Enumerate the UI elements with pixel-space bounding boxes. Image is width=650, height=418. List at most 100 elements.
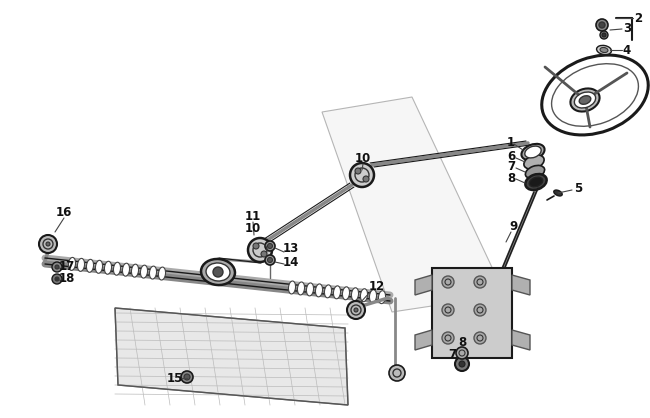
Text: 6: 6 <box>507 150 515 163</box>
Circle shape <box>354 308 358 312</box>
Text: 8: 8 <box>507 171 515 184</box>
Ellipse shape <box>324 285 332 298</box>
Ellipse shape <box>298 282 305 295</box>
Text: 4: 4 <box>623 43 631 56</box>
Ellipse shape <box>96 260 103 273</box>
Circle shape <box>268 244 272 248</box>
Circle shape <box>474 332 486 344</box>
Circle shape <box>55 277 59 281</box>
Text: 17: 17 <box>59 260 75 273</box>
Circle shape <box>389 365 405 381</box>
Ellipse shape <box>369 290 376 303</box>
Ellipse shape <box>77 258 84 271</box>
Circle shape <box>455 357 469 371</box>
Ellipse shape <box>201 259 235 285</box>
Ellipse shape <box>378 291 385 303</box>
Circle shape <box>184 374 190 380</box>
Ellipse shape <box>541 55 648 135</box>
Ellipse shape <box>352 288 359 301</box>
FancyBboxPatch shape <box>432 268 512 358</box>
Circle shape <box>442 304 454 316</box>
Text: 11: 11 <box>245 211 261 224</box>
Ellipse shape <box>343 287 350 300</box>
Text: 10: 10 <box>245 222 261 234</box>
Text: 1: 1 <box>507 137 515 150</box>
Ellipse shape <box>554 190 562 196</box>
Circle shape <box>596 19 608 31</box>
Circle shape <box>261 251 267 257</box>
Text: 15: 15 <box>167 372 183 385</box>
Polygon shape <box>512 275 530 295</box>
Text: 13: 13 <box>283 242 299 255</box>
Circle shape <box>181 371 193 383</box>
Circle shape <box>265 241 275 251</box>
Ellipse shape <box>521 144 545 160</box>
Ellipse shape <box>150 266 157 279</box>
Polygon shape <box>322 97 505 312</box>
Circle shape <box>602 33 606 37</box>
Circle shape <box>46 242 50 246</box>
Ellipse shape <box>306 283 313 296</box>
Polygon shape <box>415 330 432 350</box>
Text: 3: 3 <box>623 21 631 35</box>
Ellipse shape <box>529 177 543 187</box>
Text: 5: 5 <box>574 181 582 194</box>
Ellipse shape <box>159 267 166 280</box>
Circle shape <box>599 22 605 28</box>
Circle shape <box>248 238 272 262</box>
Ellipse shape <box>552 64 638 126</box>
Circle shape <box>265 255 275 265</box>
Ellipse shape <box>105 261 112 274</box>
Polygon shape <box>512 330 530 350</box>
Text: 16: 16 <box>56 206 72 219</box>
Ellipse shape <box>122 263 129 276</box>
Circle shape <box>363 176 369 182</box>
Circle shape <box>52 274 62 284</box>
Text: 7: 7 <box>507 160 515 173</box>
Ellipse shape <box>525 166 545 178</box>
Circle shape <box>52 262 62 272</box>
Circle shape <box>459 361 465 367</box>
Circle shape <box>474 304 486 316</box>
Ellipse shape <box>131 264 138 277</box>
Ellipse shape <box>361 289 367 302</box>
Ellipse shape <box>86 259 94 272</box>
Circle shape <box>39 235 57 253</box>
Ellipse shape <box>114 262 120 275</box>
Circle shape <box>600 31 608 39</box>
Circle shape <box>355 168 361 174</box>
Text: 12: 12 <box>369 280 385 293</box>
Ellipse shape <box>289 281 296 294</box>
Circle shape <box>55 265 59 269</box>
Circle shape <box>213 267 223 277</box>
Ellipse shape <box>333 286 341 299</box>
Ellipse shape <box>140 265 148 278</box>
Circle shape <box>442 332 454 344</box>
Text: 2: 2 <box>634 12 642 25</box>
Ellipse shape <box>575 92 595 108</box>
Polygon shape <box>115 308 348 405</box>
Circle shape <box>268 257 272 263</box>
Text: 18: 18 <box>58 273 75 285</box>
Polygon shape <box>415 275 432 295</box>
Circle shape <box>442 276 454 288</box>
Text: 10: 10 <box>355 153 371 166</box>
Ellipse shape <box>600 47 608 53</box>
Circle shape <box>347 301 365 319</box>
Text: 7: 7 <box>448 349 456 362</box>
Ellipse shape <box>524 155 544 169</box>
Ellipse shape <box>571 89 599 112</box>
Text: 14: 14 <box>283 257 299 270</box>
Circle shape <box>350 163 374 187</box>
Ellipse shape <box>206 263 230 281</box>
Ellipse shape <box>525 174 547 190</box>
Ellipse shape <box>525 146 541 158</box>
Ellipse shape <box>597 46 612 55</box>
Text: 9: 9 <box>509 221 517 234</box>
Circle shape <box>456 347 468 359</box>
Ellipse shape <box>315 284 322 297</box>
Circle shape <box>253 243 259 249</box>
Ellipse shape <box>579 96 591 104</box>
Ellipse shape <box>68 257 75 270</box>
Circle shape <box>474 276 486 288</box>
